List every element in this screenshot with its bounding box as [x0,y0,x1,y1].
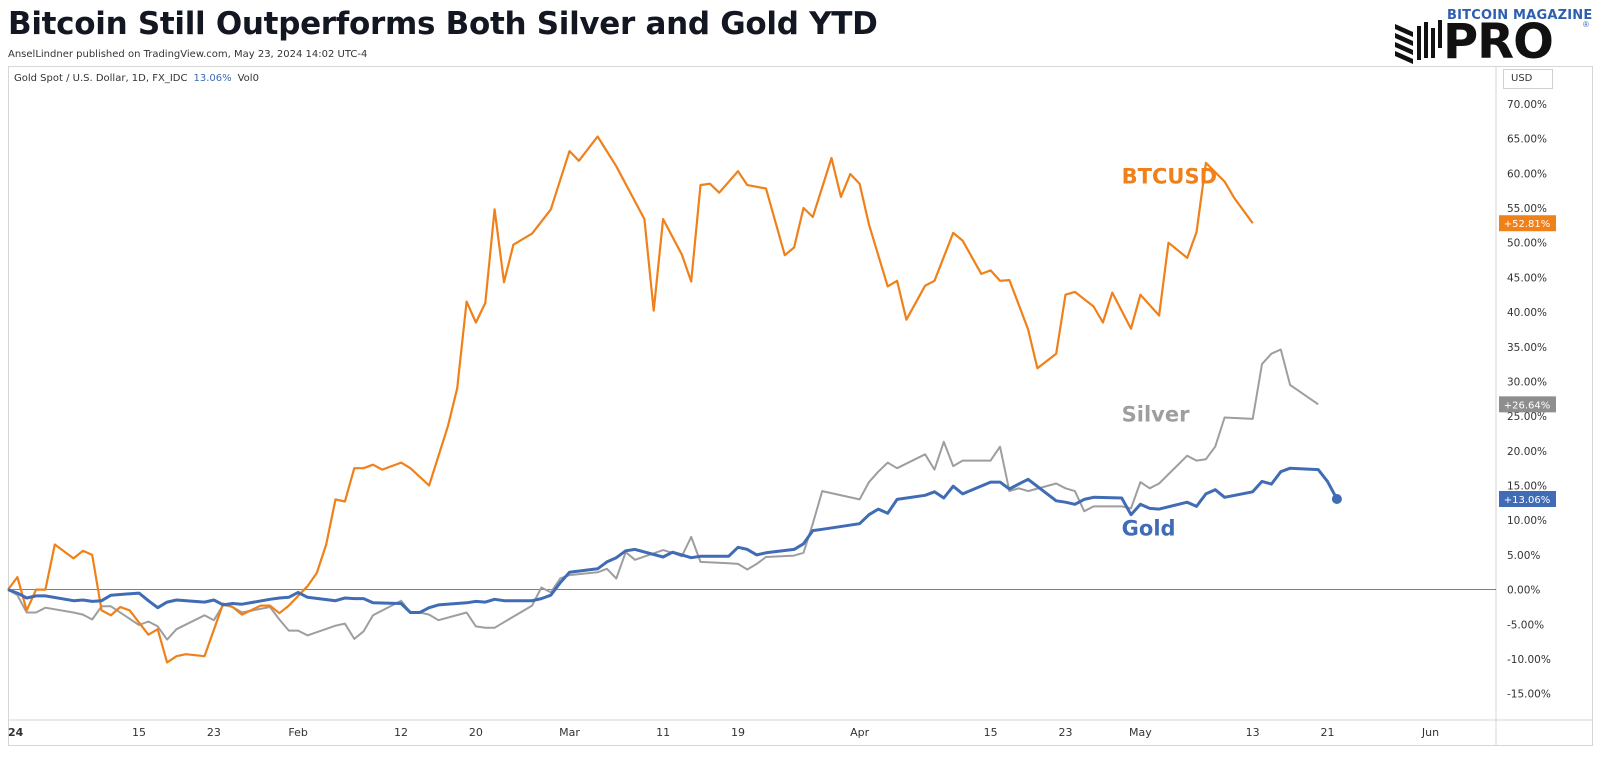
symbol-volume: Vol0 [237,73,259,84]
x-tick-label: 13 [1246,726,1260,739]
series-label-silver: Silver [1122,403,1190,427]
series-line-btcusd [7,135,1254,664]
x-tick-label: 24 [8,726,24,739]
series-line-gold [7,466,1339,614]
x-tick-label: 23 [1059,726,1073,739]
y-tick-label: 60.00% [1507,168,1547,180]
last-value-tag-silver [1499,396,1556,413]
y-tick-label: 5.00% [1507,550,1540,562]
y-tick-label: 10.00% [1507,515,1547,527]
series-label-btcusd: BTCUSD [1122,165,1217,189]
x-tick-label: 15 [984,726,998,739]
y-tick-label: 55.00% [1507,203,1547,215]
last-value-label-gold: +13.06% [1504,495,1551,506]
symbol-text: Gold Spot / U.S. Dollar, 1D, FX_IDC [14,73,188,84]
x-tick-label: Feb [288,726,307,739]
y-tick-label: -5.00% [1507,619,1544,631]
x-tick-label: 21 [1321,726,1335,739]
y-tick-label: 45.00% [1507,272,1547,284]
chart-frame [8,66,1593,746]
x-tick-label: Mar [559,726,580,739]
chart-title: Bitcoin Still Outperforms Both Silver an… [8,6,878,42]
brand-logo: BITCOIN MAGAZINE PRO ® [1395,6,1595,66]
y-tick-label: 35.00% [1507,342,1547,354]
x-tick-label: 23 [207,726,221,739]
y-tick-label: 65.00% [1507,134,1547,146]
x-tick-label: May [1129,726,1152,739]
last-value-tag-btcusd [1499,215,1556,232]
x-tick-label: 11 [656,726,670,739]
x-tick-label: Apr [850,726,870,739]
symbol-value: 13.06% [193,73,232,84]
last-value-tag-gold [1499,490,1556,507]
y-tick-label: -15.00% [1507,689,1551,701]
symbol-legend: Gold Spot / U.S. Dollar, 1D, FX_IDC 13.06… [14,73,259,84]
y-tick-label: 50.00% [1507,238,1547,250]
y-tick-label: -10.00% [1507,654,1551,666]
x-tick-label: Jun [1421,726,1439,739]
last-value-label-btcusd: +52.81% [1504,219,1551,230]
series-line-silver [7,348,1319,641]
y-tick-label: 70.00% [1507,99,1547,111]
x-tick-label: 15 [132,726,146,739]
y-tick-label: 20.00% [1507,446,1547,458]
y-tick-label: 25.00% [1507,411,1547,423]
bitcoin-magazine-mark-icon [1395,20,1442,64]
y-tick-label: 15.00% [1507,481,1547,493]
currency-selector[interactable]: USD [1503,69,1553,89]
x-tick-label: 12 [394,726,408,739]
y-tick-label: 30.00% [1507,376,1547,388]
brand-top-text: BITCOIN MAGAZINE [1447,8,1593,23]
registered-mark: ® [1583,20,1589,29]
series-label-gold: Gold [1122,516,1176,540]
publish-info: AnselLindner published on TradingView.co… [8,49,368,60]
last-value-label-silver: +26.64% [1504,400,1551,411]
brand-main-text: PRO [1443,14,1554,70]
y-tick-label: 40.00% [1507,307,1547,319]
x-tick-label: 20 [469,726,483,739]
y-tick-label: 0.00% [1507,585,1540,597]
gold-last-point [1331,493,1342,504]
x-tick-label: 19 [731,726,745,739]
